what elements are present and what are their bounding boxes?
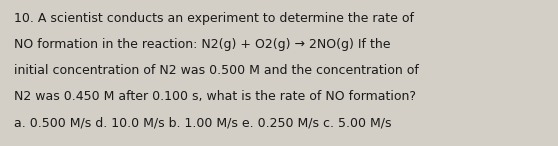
Text: 10. A scientist conducts an experiment to determine the rate of: 10. A scientist conducts an experiment t… [14,12,414,25]
Text: N2 was 0.450 M after 0.100 s, what is the rate of NO formation?: N2 was 0.450 M after 0.100 s, what is th… [14,90,416,103]
Text: a. 0.500 M/s d. 10.0 M/s b. 1.00 M/s e. 0.250 M/s c. 5.00 M/s: a. 0.500 M/s d. 10.0 M/s b. 1.00 M/s e. … [14,116,392,129]
Text: initial concentration of N2 was 0.500 M and the concentration of: initial concentration of N2 was 0.500 M … [14,64,419,77]
Text: NO formation in the reaction: N2(g) + O2(g) → 2NO(g) If the: NO formation in the reaction: N2(g) + O2… [14,38,391,51]
